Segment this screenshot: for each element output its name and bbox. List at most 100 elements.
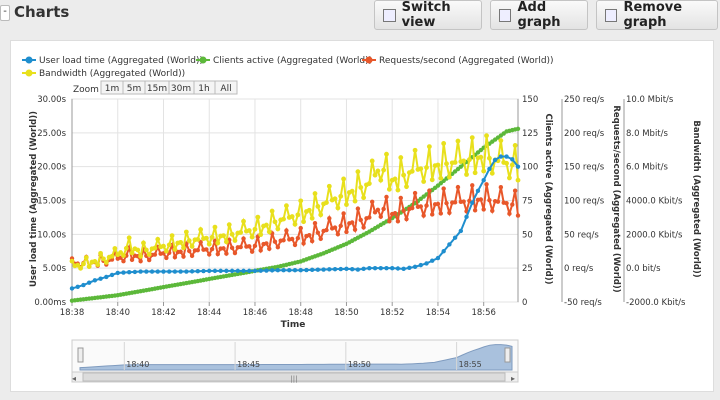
data-point-bandwidth [455,138,461,144]
data-point-bandwidth [209,234,215,240]
data-point-requests [455,184,461,190]
data-point-bandwidth [221,233,226,239]
data-point-bandwidth [515,177,521,183]
data-point-bandwidth [212,224,218,230]
data-point-user [195,269,200,274]
data-point-user [275,267,281,273]
legend-item-bandwidth[interactable]: Bandwidth (Aggregated (World)) [22,69,185,79]
data-point-bandwidth [226,222,232,228]
data-point-user [344,266,349,272]
navigator-label: 18:40 [126,360,149,369]
y-tick-label-requests: -50 req/s [564,298,602,308]
y-tick-label-clients: 25 [522,264,533,274]
data-point-user [224,268,229,274]
data-point-bandwidth [206,241,212,247]
data-point-requests [249,249,255,254]
data-point-requests [424,203,429,208]
data-point-bandwidth [98,250,103,256]
data-point-bandwidth [172,247,178,252]
y-tick-label-clients: 150 [522,95,538,105]
navigator-right-handle[interactable] [504,347,511,363]
data-point-bandwidth [266,229,272,235]
data-point-requests [341,211,346,216]
zoom-1m-label: 1m [105,84,120,94]
scroll-right-arrow-icon[interactable]: ▸ [511,374,515,383]
zoom-button-1h[interactable]: 1h [193,80,216,95]
data-point-bandwidth [461,158,467,164]
data-point-requests [412,190,418,196]
series-user[interactable] [69,154,521,291]
scrollbar-thumb[interactable] [82,372,506,382]
navigator-scrollbar[interactable]: ◂ ▸ ||| [71,371,519,383]
data-point-bandwidth [298,198,304,204]
collapse-toggle[interactable]: - [0,5,10,21]
zoom-button-5m[interactable]: 5m [122,80,146,95]
legend-label-user-load: User load time (Aggregated (World)) [39,56,203,66]
data-point-user [492,157,498,163]
legend-item-user-load[interactable]: User load time (Aggregated (World)) [22,56,203,66]
legend-item-requests[interactable]: Requests/second (Aggregated (World)) [362,56,554,66]
data-point-bandwidth [255,214,261,220]
data-point-bandwidth [152,245,158,251]
legend-label-bandwidth: Bandwidth (Aggregated (World)) [39,69,185,79]
data-point-user [441,249,446,254]
y-axis-title-requests: Requests/second (Aggregated (World)) [611,105,621,292]
data-point-bandwidth [352,198,358,204]
data-point-requests [355,206,361,211]
data-point-user [447,242,452,247]
y-tick-label-bandwidth: 2000.0 Kbit/s [626,230,683,240]
data-point-user [218,268,223,274]
y-tick-label-bandwidth: 0.0 bit/s [626,264,661,274]
x-axis-title: Time [281,320,306,330]
zoom-button-1m[interactable]: 1m [100,80,124,95]
series-bandwidth[interactable] [69,133,521,271]
data-point-user [401,266,406,272]
data-point-user [121,270,126,275]
data-point-bandwidth [92,259,98,264]
data-point-requests [461,199,466,204]
data-point-user [241,268,246,274]
navigator-label: 18:45 [237,360,260,369]
data-point-bandwidth [155,236,161,242]
data-point-bandwidth [349,188,355,194]
navigator[interactable]: 18:40 18:45 18:50 18:55 ◂ ▸ ||| [71,339,519,383]
data-point-bandwidth [258,232,264,238]
switch-view-button[interactable]: Switch view [374,0,482,30]
data-point-bandwidth [78,265,83,271]
scroll-left-arrow-icon[interactable]: ◂ [72,374,76,383]
data-point-user [361,266,366,272]
legend-marker-requests [365,56,373,64]
legend-label-requests: Requests/second (Aggregated (World)) [379,56,554,66]
data-point-bandwidth [135,247,141,253]
data-point-requests [498,185,504,190]
data-point-requests [172,255,178,260]
data-point-bandwidth [358,184,364,190]
data-point-user [470,200,475,205]
x-tick-label: 18:40 [105,308,130,318]
data-point-user [298,267,303,273]
zoom-button-30m[interactable]: 30m [168,80,195,95]
data-point-requests [247,244,252,249]
data-point-requests [484,182,489,187]
data-point-bandwidth [103,260,109,265]
data-point-user [269,268,275,273]
data-point-requests [221,246,226,251]
y-tick-label-requests: 250 req/s [564,95,605,105]
data-point-requests [435,201,441,207]
data-point-bandwidth [395,187,401,193]
data-point-user [435,255,441,261]
data-point-requests [349,220,355,225]
remove-graph-button[interactable]: Remove graph [596,0,718,30]
data-point-bandwidth [272,219,278,225]
navigator-left-handle[interactable] [77,347,84,363]
data-point-clients [515,126,521,131]
legend-item-clients[interactable]: Clients active (Aggregated (World)) [196,56,372,66]
data-point-user [138,269,143,274]
data-point-requests [204,247,209,252]
data-point-user [126,270,132,275]
zoom-button-15m[interactable]: 15m [144,80,170,95]
data-point-bandwidth [95,262,101,268]
zoom-button-all[interactable]: All [214,80,238,95]
add-graph-button[interactable]: Add graph [490,0,588,30]
